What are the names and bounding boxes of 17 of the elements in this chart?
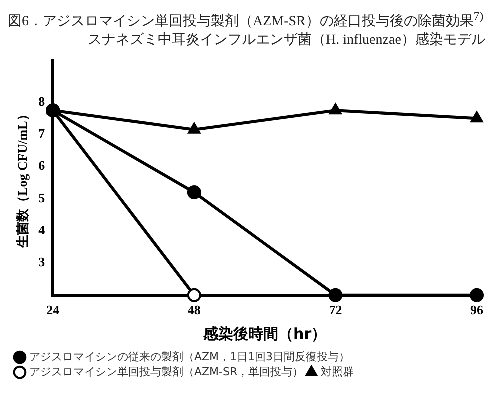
x-tick-label: 48: [188, 302, 202, 318]
legend-label: アジスロマイシン単回投与製剤（AZM-SR，単回投与）: [30, 365, 304, 378]
y-tick-label: 3: [38, 254, 46, 270]
y-tick-label: 7: [38, 126, 46, 141]
x-axis-title: 感染後時間（hr）: [202, 324, 327, 343]
legend-label: 対照群: [321, 365, 354, 378]
x-tick-label: 96: [470, 302, 484, 318]
y-tick-label: 8: [38, 94, 46, 109]
y-tick-label: 6: [38, 158, 46, 173]
chart-subtitle: スナネズミ中耳炎インフルエンザ菌（H. influenzae）感染モデル: [87, 32, 486, 50]
y-axis-title: 生菌数（Log CFU/mL）: [15, 108, 30, 249]
chart-title: 図6．アジスロマイシン単回投与製剤（AZM-SR）の経口投与後の除菌効果$^{7)}$: [8, 9, 485, 32]
x-tick-label: 24: [46, 302, 60, 318]
legend-label: アジスロマイシンの従来の製剤（AZM，1日1回3日間反復投与）: [30, 350, 350, 364]
x-tick-label: 72: [329, 302, 342, 318]
y-tick-label: 4: [38, 222, 46, 238]
y-tick-label: 5: [38, 190, 46, 206]
